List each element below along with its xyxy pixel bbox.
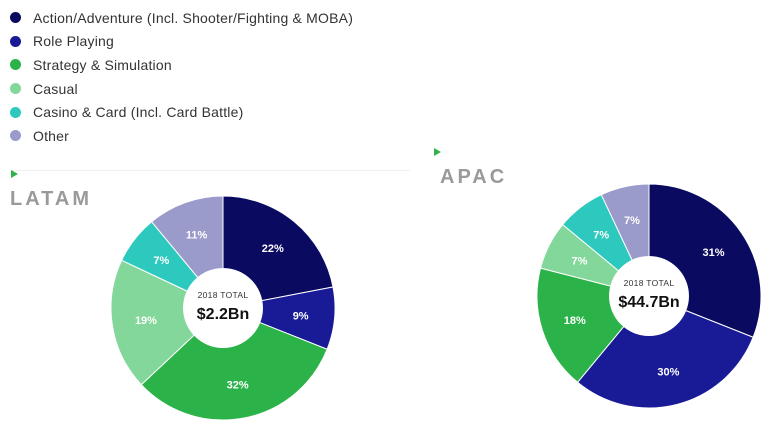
apac-slice-label: 7%	[624, 215, 640, 227]
apac-marker-icon	[434, 148, 441, 156]
latam-slice-label: 22%	[262, 243, 284, 255]
legend-item: Casino & Card (Incl. Card Battle)	[10, 100, 353, 124]
apac-slice-label: 30%	[657, 367, 679, 379]
latam-center-hole	[183, 268, 263, 348]
legend-item: Casual	[10, 77, 353, 101]
legend-item: Action/Adventure (Incl. Shooter/Fighting…	[10, 6, 353, 30]
latam-total-caption: 2018 TOTAL	[198, 290, 249, 300]
legend-label: Action/Adventure (Incl. Shooter/Fighting…	[33, 9, 354, 26]
apac-slice-label: 7%	[593, 229, 609, 241]
latam-slice	[110, 259, 224, 386]
apac-center-hole	[609, 256, 689, 336]
divider	[10, 170, 410, 171]
apac-slice-label: 7%	[572, 256, 588, 268]
apac-total-caption: 2018 TOTAL	[624, 278, 675, 288]
legend-label: Role Playing	[33, 33, 114, 50]
latam-marker-icon	[11, 170, 18, 178]
latam-slice-label: 11%	[186, 230, 208, 242]
latam-slice	[140, 307, 328, 421]
legend-swatch	[10, 12, 21, 24]
legend-item: Other	[10, 124, 353, 148]
legend: Action/Adventure (Incl. Shooter/Fighting…	[10, 6, 353, 148]
latam-slice-label: 7%	[153, 255, 169, 267]
legend-item: Role Playing	[10, 30, 353, 54]
legend-swatch	[10, 83, 21, 95]
apac-total-value: $44.7Bn	[618, 294, 679, 311]
apac-slice-label: 18%	[564, 315, 586, 327]
legend-label: Casual	[33, 80, 78, 97]
latam-slice-label: 32%	[227, 380, 249, 392]
legend-label: Strategy & Simulation	[33, 56, 172, 73]
legend-label: Casino & Card (Incl. Card Battle)	[33, 104, 244, 121]
latam-total-value: $2.2Bn	[197, 306, 249, 323]
latam-slice-label: 19%	[135, 315, 157, 327]
apac-slice-label: 31%	[702, 247, 724, 259]
latam-slice-label: 9%	[293, 310, 309, 322]
legend-label: Other	[33, 127, 70, 144]
latam-title: LATAM	[10, 188, 93, 210]
legend-swatch	[10, 106, 21, 118]
apac-title: APAC	[440, 166, 508, 188]
apac-slice	[576, 295, 754, 409]
legend-item: Strategy & Simulation	[10, 53, 353, 77]
legend-swatch	[10, 35, 21, 47]
legend-swatch	[10, 130, 21, 142]
legend-swatch	[10, 59, 21, 71]
